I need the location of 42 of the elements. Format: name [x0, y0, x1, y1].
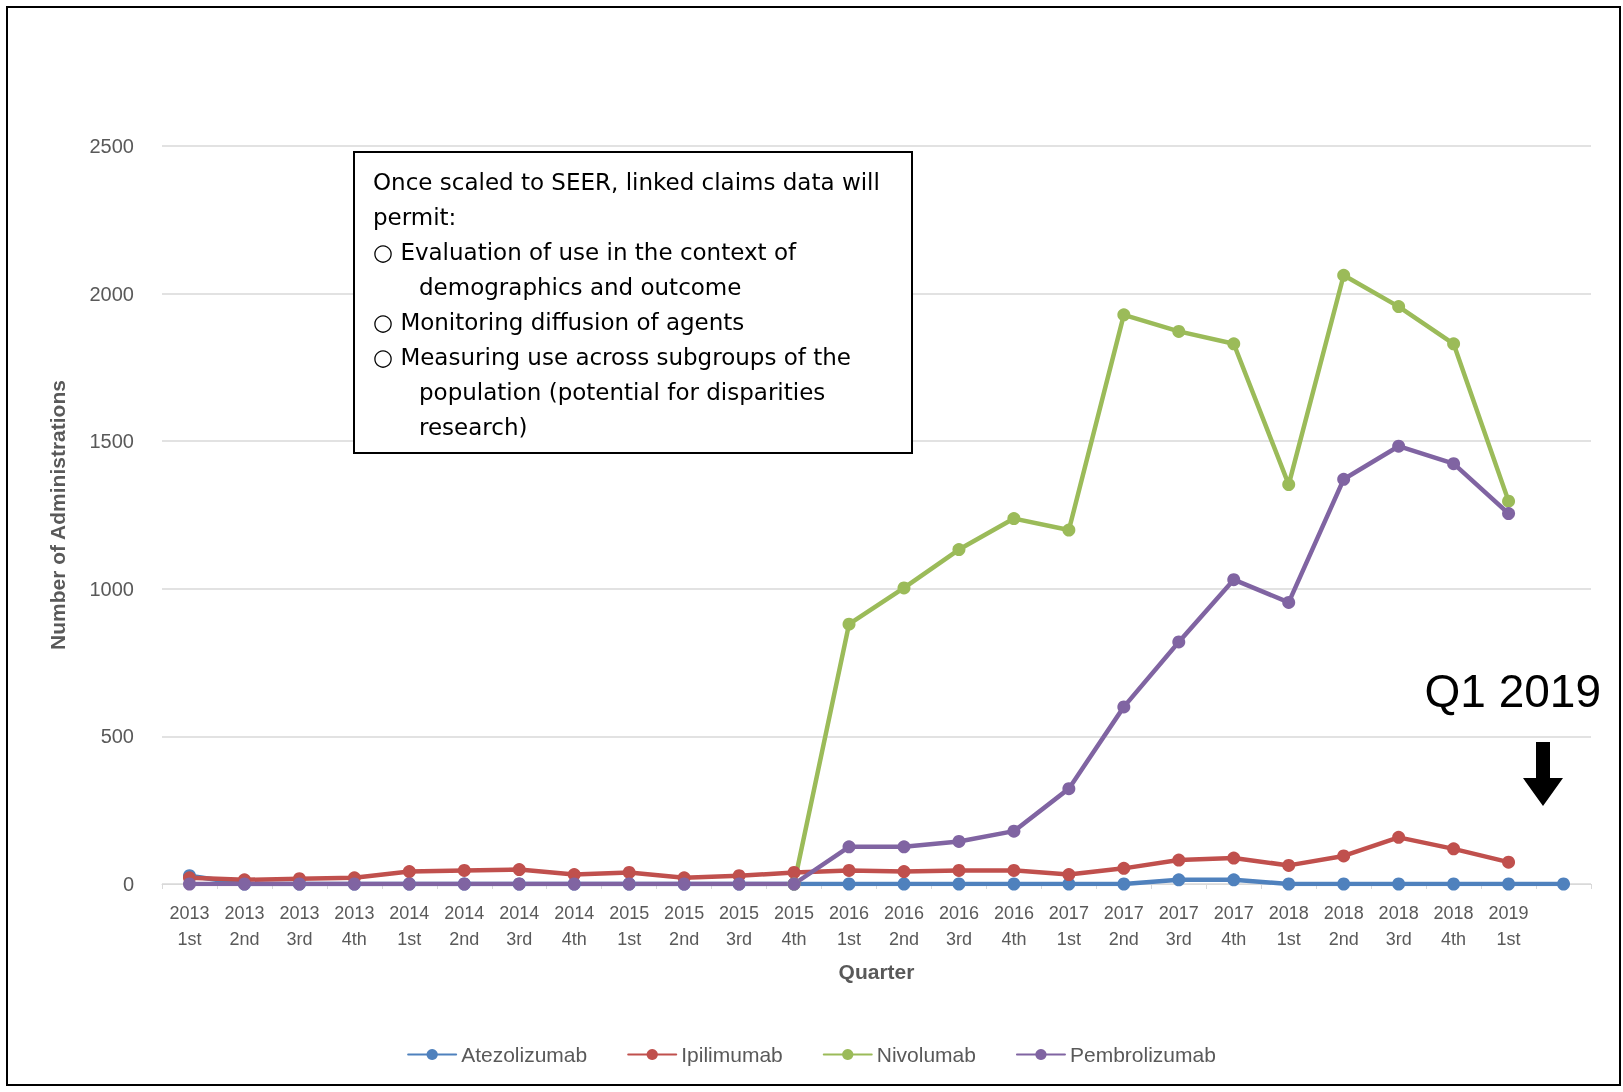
y-axis-title: Number of Administrations	[46, 380, 69, 650]
annotation: Q1 2019	[1424, 664, 1601, 718]
x-tick-label: 2013 3rd	[279, 903, 320, 949]
legend-label: Ipilimumab	[681, 1043, 783, 1066]
x-tick-label: 2016 3rd	[938, 903, 979, 949]
x-tick-label: 2017 4th	[1213, 903, 1254, 949]
x-tick-label: 2015 1st	[609, 903, 650, 949]
y-tick-label: 1500	[89, 430, 134, 453]
annotation: ○ Monitoring diffusion of agents	[373, 308, 746, 337]
x-tick-label: 2014 3rd	[499, 903, 540, 949]
x-tick-label: 2016 2nd	[883, 903, 924, 949]
annotation: Once scaled to SEER, linked claims data will permit:	[373, 168, 881, 232]
x-axis-title: Quarter	[838, 960, 915, 983]
x-tick-label: 2018 3rd	[1378, 903, 1419, 949]
x-tick-label: 2016 1st	[829, 903, 870, 949]
legend-label: Nivolumab	[876, 1043, 976, 1066]
x-tick-label: 2017 2nd	[1103, 903, 1144, 949]
x-tick-label: 2014 4th	[554, 903, 595, 949]
x-tick-label: 2015 3rd	[719, 903, 760, 949]
x-tick-label: 2016 4th	[993, 903, 1034, 949]
x-tick-label: 2015 2nd	[664, 903, 705, 949]
x-tick-label: 2013 2nd	[224, 903, 265, 949]
x-tick-label: 2014 2nd	[444, 903, 485, 949]
x-tick-label: 2014 1st	[389, 903, 430, 949]
y-tick-label: 2500	[89, 135, 134, 157]
x-tick-label: 2015 4th	[774, 903, 815, 949]
x-tick-label: 2018 2nd	[1323, 903, 1364, 949]
x-tick-label: 2019 1st	[1488, 903, 1529, 949]
x-tick-label: 2013 1st	[169, 903, 210, 949]
annotation: ○ Measuring use across subgroups of the population (potential for disparities research)	[373, 343, 852, 442]
x-tick-label: 2013 4th	[334, 903, 375, 949]
legend-label: Atezolizumab	[461, 1043, 588, 1066]
x-tick-label: 2017 3rd	[1158, 903, 1199, 949]
y-tick-label: 0	[122, 873, 134, 895]
y-tick-label: 2000	[89, 282, 134, 305]
x-tick-label: 2018 4th	[1433, 903, 1474, 949]
y-tick-label: 1000	[89, 577, 134, 600]
y-tick-label: 500	[100, 725, 134, 748]
annotation: ○ Evaluation of use in the context of demographics and outcome	[373, 238, 798, 302]
x-tick-label: 2017 1st	[1048, 903, 1089, 949]
x-tick-label: 2018 1st	[1268, 903, 1309, 949]
legend-label: Pembrolizumab	[1069, 1043, 1216, 1066]
